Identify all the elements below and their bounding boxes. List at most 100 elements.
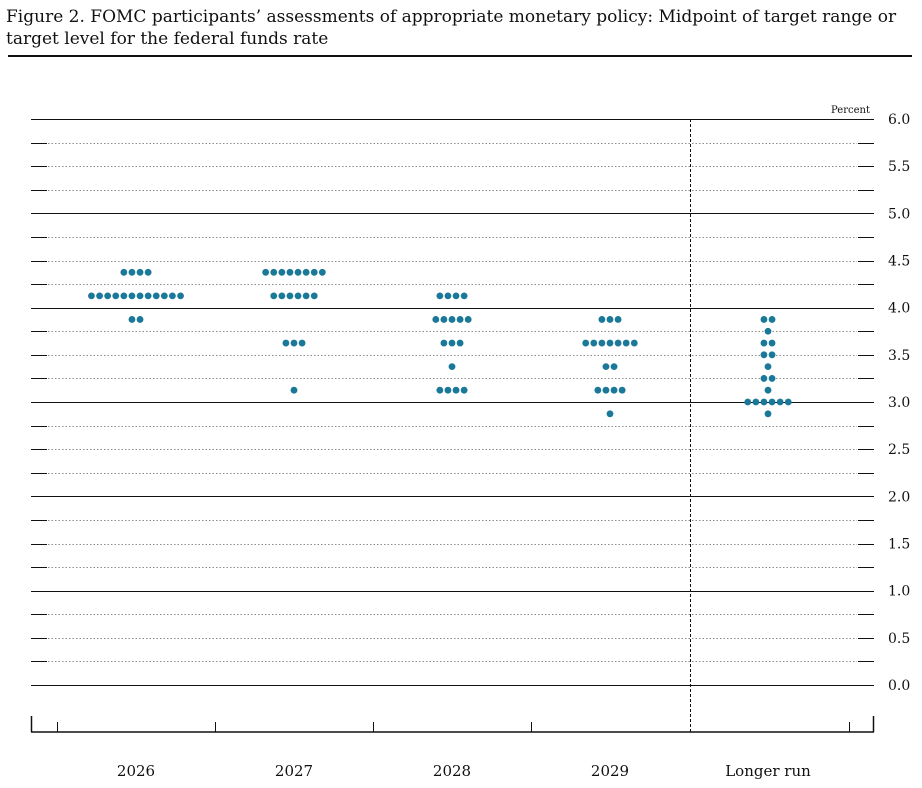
- y-tick-label: 3.5: [888, 348, 910, 364]
- data-dot: [618, 386, 626, 394]
- y-tick-label: 3.0: [888, 395, 910, 411]
- data-dot: [120, 268, 128, 276]
- data-dot: [594, 386, 602, 394]
- data-dot: [177, 292, 184, 300]
- y-tick-label: 5.0: [888, 206, 910, 222]
- data-dot: [144, 268, 152, 276]
- data-dot: [440, 316, 448, 323]
- x-category-label: Longer run: [725, 762, 811, 780]
- y-tick-label: 1.5: [888, 537, 910, 553]
- data-dot: [768, 398, 776, 406]
- data-dot: [456, 316, 464, 323]
- data-dot: [294, 292, 302, 300]
- y-tick-label: 5.5: [888, 159, 910, 175]
- data-dot: [444, 292, 452, 300]
- data-dot: [630, 339, 638, 347]
- data-dot: [270, 268, 278, 276]
- data-dot: [602, 386, 610, 394]
- data-dot: [294, 268, 302, 276]
- data-dot: [614, 339, 622, 347]
- data-dot: [744, 398, 752, 406]
- data-dot: [136, 268, 144, 276]
- data-dot: [776, 398, 784, 406]
- data-dot: [436, 292, 444, 300]
- data-dot: [764, 363, 772, 371]
- y-tick-label: 6.0: [888, 112, 910, 128]
- data-dot: [169, 292, 176, 300]
- x-category-label: 2027: [275, 762, 313, 780]
- y-tick-label: 0.0: [888, 678, 910, 694]
- data-dot: [144, 292, 152, 300]
- data-dot: [752, 398, 760, 406]
- data-dot: [128, 268, 136, 276]
- data-dot: [278, 268, 286, 276]
- data-dot: [310, 268, 318, 276]
- y-unit-label: Percent: [831, 105, 870, 116]
- data-dot: [302, 292, 310, 300]
- title-divider: [8, 55, 912, 57]
- data-dot: [302, 268, 310, 276]
- data-dot: [760, 351, 768, 359]
- x-category-label: 2026: [117, 762, 155, 780]
- data-dot: [448, 339, 456, 347]
- data-dot: [152, 292, 160, 300]
- data-dot: [760, 398, 768, 406]
- data-dot: [290, 339, 298, 347]
- data-dot: [448, 316, 456, 323]
- data-dot: [282, 339, 290, 347]
- data-dot: [432, 316, 440, 323]
- data-dot: [764, 410, 772, 418]
- data-dot: [760, 316, 768, 323]
- data-dot: [456, 339, 464, 347]
- data-dot: [278, 292, 286, 300]
- data-dot: [112, 292, 120, 300]
- data-dot: [318, 268, 326, 276]
- data-dot: [598, 339, 606, 347]
- data-dot: [460, 386, 468, 394]
- data-dot: [590, 339, 598, 347]
- data-dot: [610, 363, 618, 371]
- y-tick-label: 0.5: [888, 631, 910, 647]
- data-dot: [614, 316, 622, 323]
- data-dot: [286, 268, 294, 276]
- data-dot: [606, 316, 614, 323]
- x-category-label: 2028: [433, 762, 471, 780]
- data-dot: [764, 386, 772, 394]
- data-dot: [768, 375, 776, 382]
- data-dot: [128, 292, 136, 300]
- data-dot: [160, 292, 168, 300]
- data-dot: [96, 292, 103, 300]
- data-dot: [768, 351, 776, 359]
- data-dot: [436, 386, 444, 394]
- data-dot: [602, 363, 610, 371]
- figure-title: Figure 2. FOMC participants’ assessments…: [6, 7, 897, 49]
- y-tick-label: 4.0: [888, 301, 910, 317]
- data-dot: [768, 316, 776, 323]
- y-tick-label: 2.0: [888, 489, 910, 505]
- data-dot: [440, 339, 448, 347]
- data-dot: [262, 268, 270, 276]
- data-dot: [464, 316, 472, 323]
- data-dot: [582, 339, 590, 347]
- data-dot: [452, 386, 460, 394]
- data-dot: [764, 327, 772, 335]
- y-tick-label: 2.5: [888, 442, 910, 458]
- data-dot: [298, 339, 306, 347]
- data-dot: [270, 292, 278, 300]
- data-dot: [128, 316, 136, 323]
- data-dot: [606, 339, 614, 347]
- data-dot: [622, 339, 630, 347]
- data-dot: [452, 292, 460, 300]
- data-dot: [598, 316, 606, 323]
- data-dot: [120, 292, 128, 300]
- data-dot: [444, 386, 452, 394]
- data-dot: [136, 316, 144, 323]
- data-dot: [606, 410, 614, 418]
- data-dot: [610, 386, 618, 394]
- data-dot: [310, 292, 318, 300]
- data-dot: [448, 363, 456, 371]
- data-dot: [760, 339, 768, 347]
- y-tick-label: 1.0: [888, 584, 910, 600]
- data-dot: [760, 375, 768, 382]
